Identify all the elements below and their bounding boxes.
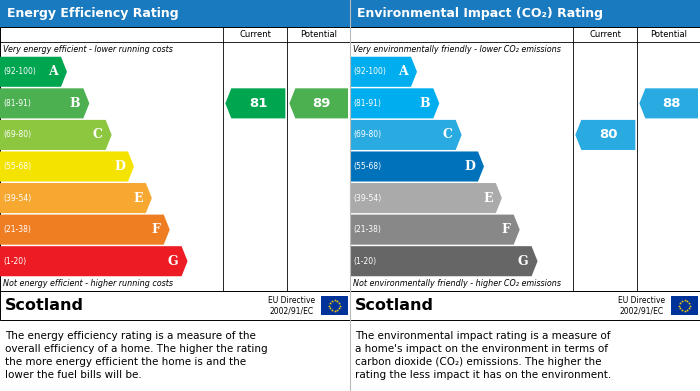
- Text: EU Directive
2002/91/EC: EU Directive 2002/91/EC: [268, 296, 315, 315]
- Polygon shape: [575, 120, 636, 150]
- Polygon shape: [350, 215, 519, 245]
- Bar: [0, 27, 350, 291]
- Text: E: E: [133, 192, 143, 204]
- Polygon shape: [350, 88, 440, 118]
- Polygon shape: [350, 120, 462, 150]
- Polygon shape: [350, 183, 502, 213]
- Text: B: B: [420, 97, 430, 110]
- Text: (21-38): (21-38): [3, 225, 31, 234]
- Text: F: F: [152, 223, 161, 236]
- Text: (1-20): (1-20): [3, 257, 26, 266]
- Bar: [321, 296, 348, 315]
- Text: A: A: [48, 65, 58, 78]
- Polygon shape: [350, 57, 417, 87]
- Text: Energy Efficiency Rating: Energy Efficiency Rating: [7, 7, 178, 20]
- Text: (39-54): (39-54): [3, 194, 31, 203]
- Text: (92-100): (92-100): [353, 67, 386, 76]
- Polygon shape: [225, 88, 286, 118]
- Text: 80: 80: [599, 128, 617, 142]
- Text: D: D: [114, 160, 125, 173]
- Text: Environmental Impact (CO₂) Rating: Environmental Impact (CO₂) Rating: [357, 7, 603, 20]
- Bar: [0, 291, 350, 320]
- Polygon shape: [0, 57, 67, 87]
- Polygon shape: [639, 88, 698, 118]
- Text: (21-38): (21-38): [353, 225, 381, 234]
- Bar: [671, 296, 698, 315]
- Polygon shape: [350, 151, 484, 181]
- Text: E: E: [483, 192, 493, 204]
- Text: (69-80): (69-80): [353, 131, 381, 140]
- Text: C: C: [92, 128, 103, 142]
- Text: Potential: Potential: [650, 30, 687, 39]
- Polygon shape: [0, 151, 134, 181]
- Bar: [350, 27, 700, 291]
- Polygon shape: [0, 246, 188, 276]
- Text: Scotland: Scotland: [355, 298, 434, 313]
- Text: (92-100): (92-100): [3, 67, 36, 76]
- Text: EU Directive
2002/91/EC: EU Directive 2002/91/EC: [618, 296, 665, 315]
- Text: Current: Current: [589, 30, 622, 39]
- Text: Not environmentally friendly - higher CO₂ emissions: Not environmentally friendly - higher CO…: [353, 280, 561, 289]
- Text: (1-20): (1-20): [353, 257, 376, 266]
- Text: B: B: [70, 97, 80, 110]
- Text: (55-68): (55-68): [3, 162, 31, 171]
- Text: The environmental impact rating is a measure of
a home's impact on the environme: The environmental impact rating is a mea…: [355, 331, 611, 380]
- Polygon shape: [0, 183, 152, 213]
- Text: G: G: [168, 255, 178, 268]
- Text: F: F: [502, 223, 511, 236]
- Polygon shape: [0, 120, 112, 150]
- Text: (39-54): (39-54): [353, 194, 382, 203]
- Bar: [0, 0, 350, 27]
- Text: The energy efficiency rating is a measure of the
overall efficiency of a home. T: The energy efficiency rating is a measur…: [5, 331, 267, 380]
- Polygon shape: [350, 246, 538, 276]
- Text: (55-68): (55-68): [353, 162, 381, 171]
- Text: Very environmentally friendly - lower CO₂ emissions: Very environmentally friendly - lower CO…: [353, 45, 561, 54]
- Text: G: G: [518, 255, 528, 268]
- Text: D: D: [464, 160, 475, 173]
- Text: (69-80): (69-80): [3, 131, 31, 140]
- Text: (81-91): (81-91): [353, 99, 381, 108]
- Text: Not energy efficient - higher running costs: Not energy efficient - higher running co…: [3, 280, 173, 289]
- Polygon shape: [0, 88, 90, 118]
- Text: Very energy efficient - lower running costs: Very energy efficient - lower running co…: [3, 45, 173, 54]
- Text: (81-91): (81-91): [3, 99, 31, 108]
- Text: Scotland: Scotland: [5, 298, 84, 313]
- Text: A: A: [398, 65, 408, 78]
- Text: Potential: Potential: [300, 30, 337, 39]
- Text: Current: Current: [239, 30, 272, 39]
- Text: 81: 81: [249, 97, 267, 110]
- Text: C: C: [442, 128, 453, 142]
- Bar: [350, 0, 700, 27]
- Text: 88: 88: [662, 97, 681, 110]
- Polygon shape: [0, 215, 169, 245]
- Polygon shape: [289, 88, 348, 118]
- Bar: [350, 291, 700, 320]
- Text: 89: 89: [312, 97, 331, 110]
